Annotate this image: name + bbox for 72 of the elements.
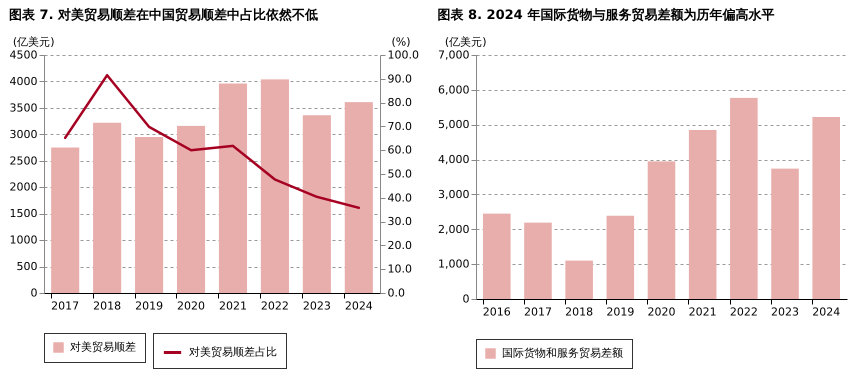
y2-tick-label: 100.0 <box>388 48 419 62</box>
y2-tick-label: 50.0 <box>388 168 412 180</box>
x-tick-label: 2020 <box>648 306 676 318</box>
bar <box>93 122 122 293</box>
y-tick-label: 2500 <box>10 154 38 168</box>
bar <box>524 222 552 299</box>
legend-label: 国际货物和服务贸易差额 <box>502 346 623 360</box>
x-tick-label: 2017 <box>524 306 552 318</box>
x-tick-label: 2018 <box>565 306 594 318</box>
y-tick-label: 3000 <box>10 128 38 141</box>
bar <box>771 168 799 299</box>
x-tick-label: 2024 <box>344 300 373 312</box>
y2-tick-label: 30.0 <box>388 215 412 228</box>
x-tick-label: 2024 <box>812 306 840 318</box>
y-tick-label: 7,000 <box>438 48 470 62</box>
chart-title: 图表 7. 对美贸易顺差在中国贸易顺差中占比依然不低 <box>9 7 318 23</box>
y-tick-label: 5,000 <box>438 118 470 132</box>
y-tick-label: 6,000 <box>438 83 470 96</box>
y-tick-label: 500 <box>16 260 38 274</box>
y-tick-label: 0 <box>30 286 38 300</box>
bar <box>176 126 206 293</box>
bar <box>218 84 248 293</box>
x-tick-label: 2016 <box>482 306 511 318</box>
bar <box>260 79 289 293</box>
x-tick-label: 2021 <box>218 300 247 312</box>
y-tick-label: 1,000 <box>438 258 470 271</box>
y2-tick-label: 90.0 <box>388 72 412 86</box>
y-tick-label: 1500 <box>10 207 38 220</box>
bar <box>302 115 331 293</box>
y-axis-title: (亿美元) <box>12 36 54 48</box>
x-tick-label: 2020 <box>177 300 206 312</box>
x-tick-label: 2017 <box>51 300 80 312</box>
y-tick-label: 0 <box>462 292 470 306</box>
y-tick-label: 4000 <box>10 74 38 88</box>
y-tick-label: 3500 <box>10 101 38 114</box>
y2-tick-label: 80.0 <box>388 96 412 110</box>
y2-tick-label: 20.0 <box>388 238 412 252</box>
x-tick-label: 2023 <box>302 300 331 312</box>
y-tick-label: 1000 <box>10 234 38 247</box>
y-tick-label: 2000 <box>10 180 38 194</box>
chart-title: 图表 8. 2024 年国际货物与服务贸易差额为历年偏高水平 <box>438 7 774 23</box>
y2-tick-label: 10.0 <box>388 262 412 276</box>
x-tick-label: 2022 <box>730 306 758 318</box>
y-axis-title: (亿美元) <box>444 36 486 48</box>
x-tick-label: 2022 <box>260 300 289 312</box>
y2-axis-title: (%) <box>391 36 410 48</box>
y-tick-label: 2,000 <box>438 222 470 236</box>
y-tick-label: 3,000 <box>438 188 470 201</box>
bar <box>483 214 511 299</box>
bar <box>606 216 634 299</box>
y2-tick-label: 40.0 <box>388 191 412 204</box>
bar <box>648 161 676 299</box>
bar <box>51 148 80 293</box>
y2-tick-label: 70.0 <box>388 120 412 133</box>
bar <box>344 102 373 293</box>
bar <box>565 260 593 299</box>
x-tick-label: 2019 <box>135 300 164 312</box>
line-series <box>64 74 360 210</box>
y-tick-label: 4500 <box>10 48 38 62</box>
x-tick-label: 2019 <box>606 306 634 318</box>
y2-tick-label: 60.0 <box>388 144 412 157</box>
x-tick-label: 2021 <box>688 306 717 318</box>
y-tick-label: 4,000 <box>438 153 470 166</box>
bar <box>135 136 164 293</box>
x-tick-label: 2018 <box>93 300 122 312</box>
legend-label: 对美贸易顺差占比 <box>189 346 277 358</box>
bar <box>812 117 840 299</box>
y2-tick-label: 0.0 <box>388 286 405 300</box>
bar <box>688 130 716 299</box>
legend-label: 对美贸易顺差 <box>70 340 136 354</box>
bar <box>730 98 758 299</box>
x-tick-label: 2023 <box>771 306 800 318</box>
